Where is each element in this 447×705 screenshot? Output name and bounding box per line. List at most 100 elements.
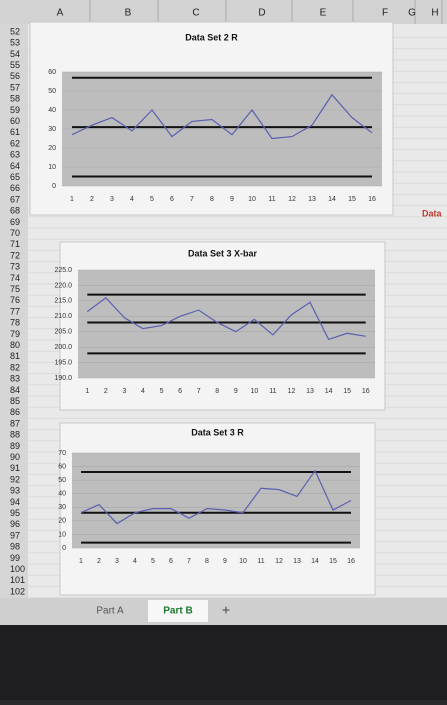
y-tick-label: 30: [58, 504, 66, 511]
row-header[interactable]: 99: [10, 553, 20, 563]
row-header[interactable]: 55: [10, 60, 20, 70]
x-tick-label: 11: [257, 558, 264, 565]
chart-title: Data Set 3 R: [191, 427, 244, 437]
x-tick-label: 4: [133, 558, 137, 565]
y-tick-label: 50: [58, 477, 66, 484]
column-header[interactable]: E: [320, 8, 327, 19]
row-header[interactable]: 76: [10, 295, 20, 305]
column-header[interactable]: G: [408, 8, 416, 19]
row-header[interactable]: 97: [10, 530, 20, 540]
row-header[interactable]: 93: [10, 486, 20, 496]
row-header[interactable]: 63: [10, 150, 20, 160]
row-header[interactable]: 95: [10, 508, 20, 518]
x-tick-label: 4: [141, 388, 145, 395]
y-tick-label: 20: [48, 145, 56, 152]
row-header[interactable]: 79: [10, 329, 20, 339]
row-header[interactable]: 54: [10, 49, 20, 59]
row-header[interactable]: 61: [10, 127, 20, 137]
row-header[interactable]: 52: [10, 26, 20, 36]
row-header[interactable]: 94: [10, 497, 20, 507]
data-line: [80, 469, 352, 525]
row-header[interactable]: 72: [10, 250, 20, 260]
x-tick-label: 2: [104, 388, 108, 395]
chart-title: Data Set 3 X-bar: [188, 248, 258, 258]
row-header[interactable]: 98: [10, 542, 20, 552]
row-header[interactable]: 91: [10, 463, 20, 473]
row-header[interactable]: 100: [10, 564, 25, 574]
row-header[interactable]: 58: [10, 94, 20, 104]
row-header[interactable]: 83: [10, 374, 20, 384]
column-header[interactable]: B: [125, 8, 132, 19]
row-header[interactable]: 84: [10, 385, 20, 395]
row-header[interactable]: 89: [10, 441, 20, 451]
x-tick-label: 1: [85, 388, 89, 395]
x-tick-label: 13: [306, 388, 314, 395]
y-tick-label: 205.0: [54, 329, 72, 336]
x-tick-label: 8: [215, 388, 219, 395]
x-tick-label: 6: [170, 196, 174, 203]
row-header[interactable]: 81: [10, 351, 20, 361]
row-header[interactable]: 85: [10, 396, 20, 406]
y-tick-label: 70: [58, 450, 66, 457]
row-header[interactable]: 62: [10, 138, 20, 148]
row-header[interactable]: 88: [10, 430, 20, 440]
row-header[interactable]: 60: [10, 116, 20, 126]
row-header[interactable]: 82: [10, 362, 20, 372]
row-header[interactable]: 77: [10, 306, 20, 316]
column-header[interactable]: H: [431, 8, 438, 19]
x-tick-label: 8: [210, 196, 214, 203]
row-header[interactable]: 71: [10, 239, 20, 249]
x-tick-label: 5: [151, 558, 155, 565]
tab-bar: [0, 598, 447, 625]
x-tick-label: 6: [169, 558, 173, 565]
x-tick-label: 12: [288, 196, 296, 203]
x-tick-label: 10: [248, 196, 256, 203]
sheet-tab[interactable]: Part A: [96, 606, 124, 617]
row-header-bar: [0, 24, 28, 600]
x-tick-label: 7: [197, 388, 201, 395]
add-sheet-button[interactable]: +: [222, 602, 230, 618]
row-header[interactable]: 56: [10, 71, 20, 81]
x-tick-label: 15: [348, 196, 356, 203]
row-header[interactable]: 69: [10, 217, 20, 227]
row-header[interactable]: 80: [10, 340, 20, 350]
x-tick-label: 12: [288, 388, 296, 395]
row-header[interactable]: 96: [10, 519, 20, 529]
row-header[interactable]: 70: [10, 228, 20, 238]
row-header[interactable]: 86: [10, 407, 20, 417]
row-header[interactable]: 73: [10, 262, 20, 272]
x-tick-label: 3: [115, 558, 119, 565]
x-tick-label: 2: [90, 196, 94, 203]
row-header[interactable]: 87: [10, 418, 20, 428]
data-line: [71, 93, 373, 140]
row-header[interactable]: 59: [10, 105, 20, 115]
row-header[interactable]: 102: [10, 586, 25, 596]
y-tick-label: 10: [58, 531, 66, 538]
row-header[interactable]: 74: [10, 273, 20, 283]
row-header[interactable]: 78: [10, 318, 20, 328]
row-header[interactable]: 57: [10, 82, 20, 92]
column-header[interactable]: C: [192, 8, 199, 19]
row-header[interactable]: 66: [10, 183, 20, 193]
row-header[interactable]: 90: [10, 452, 20, 462]
column-header[interactable]: F: [382, 8, 388, 19]
cell-text: Data: [422, 208, 443, 218]
device-frame: [0, 625, 447, 700]
row-header[interactable]: 92: [10, 474, 20, 484]
y-tick-label: 0: [52, 183, 56, 190]
x-tick-label: 9: [234, 388, 238, 395]
row-header[interactable]: 101: [10, 575, 25, 585]
row-header[interactable]: 68: [10, 206, 20, 216]
row-header[interactable]: 53: [10, 38, 20, 48]
sheet-tab[interactable]: Part B: [163, 606, 192, 617]
column-header[interactable]: D: [258, 8, 265, 19]
y-tick-label: 210.0: [54, 313, 72, 320]
row-header[interactable]: 67: [10, 194, 20, 204]
row-header[interactable]: 65: [10, 172, 20, 182]
y-tick-label: 20: [58, 518, 66, 525]
x-tick-label: 3: [110, 196, 114, 203]
row-header[interactable]: 64: [10, 161, 20, 171]
column-header[interactable]: A: [57, 8, 64, 19]
x-tick-label: 1: [70, 196, 74, 203]
row-header[interactable]: 75: [10, 284, 20, 294]
